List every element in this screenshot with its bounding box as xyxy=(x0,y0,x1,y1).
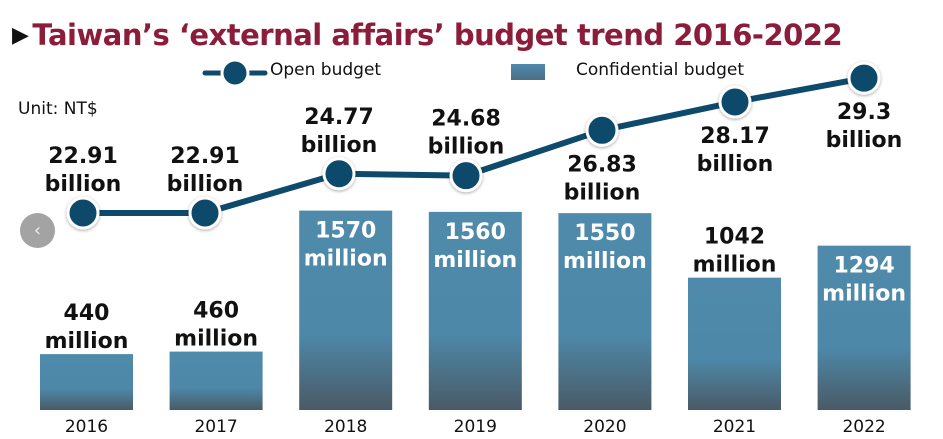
point-open-budget-2019 xyxy=(449,159,483,193)
legend-open-marker-icon xyxy=(202,58,268,88)
line-label-value-2017: 22.91 xyxy=(170,144,240,169)
x-axis-ticks: 2016 2017 2018 2019 2020 2021 2022 xyxy=(65,417,886,437)
bar-confidential-2019 xyxy=(428,211,522,410)
bar-label-unit-2018: million xyxy=(304,247,388,272)
unit-label: Unit: NT$ xyxy=(18,99,98,119)
point-open-budget-2018 xyxy=(322,157,356,191)
line-label-unit-2022: billion xyxy=(826,128,903,153)
line-label-value-2021: 28.17 xyxy=(700,124,770,149)
point-open-budget-2021 xyxy=(718,85,752,119)
x-tick-2016: 2016 xyxy=(65,417,108,437)
chart-title-text: Taiwan’s ‘external affairs’ budget trend… xyxy=(32,18,843,52)
legend-confidential-swatch-icon xyxy=(511,64,545,80)
point-open-budget-2022 xyxy=(847,61,881,95)
point-open-budget-2017 xyxy=(188,196,222,230)
bar-label-value-2022: 1294 xyxy=(833,254,894,279)
line-label-value-2019: 24.68 xyxy=(431,107,501,132)
x-tick-2018: 2018 xyxy=(324,417,367,437)
bar-label-unit-2021: million xyxy=(693,253,777,278)
bar-label-unit-2019: million xyxy=(433,248,517,273)
bar-label-unit-2022: million xyxy=(822,282,906,307)
line-layer xyxy=(66,61,881,230)
line-label-value-2022: 29.3 xyxy=(837,100,891,125)
line-label-unit-2017: billion xyxy=(167,172,244,197)
x-tick-2022: 2022 xyxy=(842,417,885,437)
bar-label-value-2016: 440 xyxy=(64,301,110,326)
bar-confidential-2021 xyxy=(688,277,781,410)
line-label-value-2020: 26.83 xyxy=(567,152,637,177)
bar-label-value-2018: 1570 xyxy=(315,219,376,244)
line-label-value-2016: 22.91 xyxy=(48,144,118,169)
legend-confidential-budget-label: Confidential budget xyxy=(576,60,744,80)
line-label-unit-2016: billion xyxy=(45,172,122,197)
bar-label-unit-2017: million xyxy=(174,327,258,352)
bar-confidential-2017 xyxy=(169,351,263,410)
bar-confidential-2020 xyxy=(558,213,652,410)
point-open-budget-2016 xyxy=(66,196,100,230)
bar-label-value-2021: 1042 xyxy=(704,225,765,250)
bar-label-unit-2016: million xyxy=(45,329,129,354)
line-label-unit-2020: billion xyxy=(564,180,641,205)
line-label-unit-2019: billion xyxy=(428,135,505,160)
labels-layer: 440 million 460 million 1570 million 1560 milli… xyxy=(45,100,906,354)
x-tick-2020: 2020 xyxy=(583,417,626,437)
x-tick-2021: 2021 xyxy=(713,417,756,437)
line-label-unit-2021: billion xyxy=(697,152,774,177)
play-arrow-icon: ▶ xyxy=(12,23,29,48)
chart-title: ▶ Taiwan’s ‘external affairs’ budget tren… xyxy=(12,18,843,52)
line-label-unit-2018: billion xyxy=(301,133,378,158)
x-tick-2017: 2017 xyxy=(194,417,237,437)
line-label-value-2018: 24.77 xyxy=(304,105,374,130)
legend-open-budget-label: Open budget xyxy=(270,60,382,80)
chevron-left-icon: ‹ xyxy=(33,220,42,241)
bar-label-value-2020: 1550 xyxy=(574,221,635,246)
x-tick-2019: 2019 xyxy=(454,417,497,437)
bar-confidential-2018 xyxy=(299,210,393,410)
bar-label-value-2019: 1560 xyxy=(445,220,506,245)
point-open-budget-2020 xyxy=(585,113,619,147)
previous-button[interactable]: ‹ xyxy=(20,213,55,248)
bar-label-unit-2020: million xyxy=(563,249,647,274)
bar-label-value-2017: 460 xyxy=(193,299,239,324)
bar-confidential-2022 xyxy=(817,245,911,410)
bar-confidential-2016 xyxy=(40,354,133,410)
bars-layer xyxy=(40,210,911,410)
